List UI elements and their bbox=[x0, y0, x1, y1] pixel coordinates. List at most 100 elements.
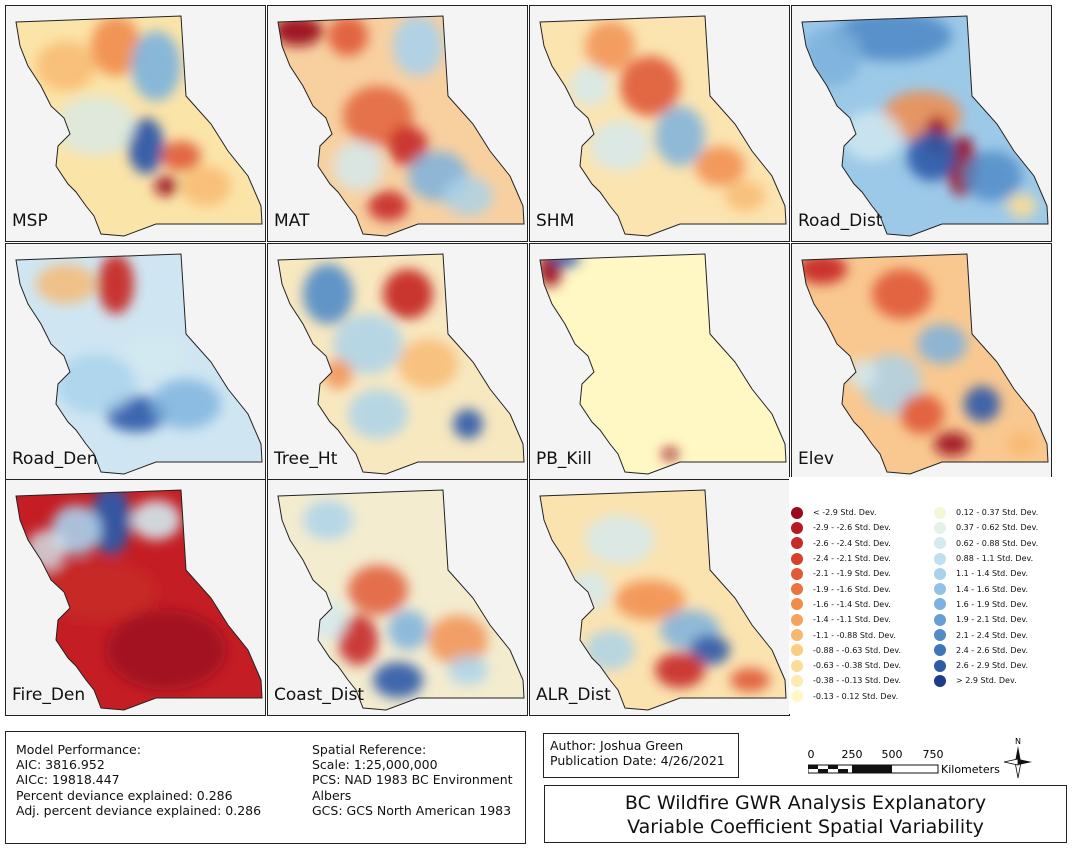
legend-label: -0.88 - -0.63 Std. Dev. bbox=[813, 645, 902, 655]
legend-swatch bbox=[934, 674, 946, 687]
legend-label: -2.6 - -2.4 Std. Dev. bbox=[813, 538, 891, 548]
coefficient-cluster bbox=[36, 41, 96, 91]
coefficient-cluster bbox=[128, 118, 164, 174]
legend-swatch bbox=[934, 567, 946, 580]
coefficient-map bbox=[6, 244, 265, 479]
coefficient-cluster bbox=[106, 610, 226, 690]
coefficient-map bbox=[530, 6, 789, 241]
legend-swatch bbox=[791, 644, 803, 657]
coefficient-cluster bbox=[695, 146, 745, 186]
legend-label: > 2.9 Std. Dev. bbox=[956, 676, 1017, 686]
coefficient-cluster bbox=[388, 126, 428, 166]
spatial-reference: Spatial Reference: Scale: 1:25,000,000 P… bbox=[312, 742, 513, 818]
legend-item: 0.62 - 0.88 Std. Dev. bbox=[934, 536, 1038, 551]
legend-swatch bbox=[934, 537, 946, 550]
legend: < -2.9 Std. Dev. -2.9 - -2.6 Std. Dev. -2.… bbox=[789, 477, 1057, 714]
legend-swatch bbox=[791, 583, 803, 596]
legend-label: -2.9 - -2.6 Std. Dev. bbox=[813, 523, 891, 533]
map-panel-coast-dist: Coast_Dist bbox=[267, 479, 528, 716]
legend-swatch bbox=[791, 690, 803, 703]
coefficient-cluster bbox=[964, 386, 1000, 422]
coefficient-cluster bbox=[832, 16, 952, 61]
coefficient-map bbox=[792, 6, 1051, 241]
coefficient-cluster bbox=[842, 111, 902, 161]
legend-swatch bbox=[791, 537, 803, 550]
coefficient-cluster bbox=[690, 635, 730, 665]
coefficient-cluster bbox=[91, 490, 131, 555]
legend-label: -1.1 - -0.88 Std. Dev. bbox=[813, 630, 896, 640]
legend-item: -1.9 - -1.6 Std. Dev. bbox=[791, 581, 901, 596]
province-outline bbox=[801, 253, 1049, 475]
coefficient-cluster bbox=[585, 515, 655, 565]
map-panel-alr-dist: ALR_Dist bbox=[529, 479, 790, 716]
legend-swatch bbox=[934, 659, 946, 672]
coefficient-cluster bbox=[181, 166, 231, 206]
coefficient-cluster bbox=[900, 394, 944, 434]
model-performance-header: Model Performance: bbox=[16, 742, 141, 757]
legend-item: -0.13 - 0.12 Std. Dev. bbox=[791, 689, 901, 704]
province-outline bbox=[539, 253, 787, 475]
coefficient-map bbox=[792, 244, 1051, 479]
legend-label: -2.4 - -2.1 Std. Dev. bbox=[813, 554, 891, 564]
legend-label: -0.38 - -0.13 Std. Dev. bbox=[813, 676, 902, 686]
coefficient-cluster bbox=[453, 409, 483, 439]
legend-item: 2.6 - 2.9 Std. Dev. bbox=[934, 658, 1038, 673]
coefficient-cluster bbox=[131, 500, 181, 540]
coefficient-cluster bbox=[655, 652, 705, 688]
legend-label: 1.1 - 1.4 Std. Dev. bbox=[956, 569, 1029, 579]
province-outline bbox=[15, 253, 263, 475]
legend-label: 1.6 - 1.9 Std. Dev. bbox=[956, 599, 1029, 609]
coefficient-map bbox=[530, 244, 789, 479]
legend-label: -0.63 - -0.38 Std. Dev. bbox=[813, 661, 902, 671]
panel-label: SHM bbox=[536, 211, 575, 231]
coefficient-cluster bbox=[802, 254, 847, 284]
panel-label: MAT bbox=[274, 211, 310, 231]
legend-item: 1.9 - 2.1 Std. Dev. bbox=[934, 612, 1038, 627]
legend-swatch bbox=[791, 659, 803, 672]
legend-column-negative: < -2.9 Std. Dev. -2.9 - -2.6 Std. Dev. -2.… bbox=[791, 505, 901, 704]
aicc-value: AICc: 19818.447 bbox=[16, 772, 120, 788]
coefficient-cluster bbox=[655, 106, 705, 166]
coefficient-cluster bbox=[615, 580, 685, 620]
model-info-box: Model Performance: AIC: 3816.952 AICc: 1… bbox=[5, 731, 526, 844]
legend-label: 0.12 - 0.37 Std. Dev. bbox=[956, 508, 1039, 518]
coefficient-map bbox=[268, 6, 527, 241]
publication-date: Publication Date: 4/26/2021 bbox=[550, 753, 725, 769]
panel-label: ALR_Dist bbox=[536, 685, 611, 705]
spatial-reference-header: Spatial Reference: bbox=[312, 742, 427, 757]
map-panel-tree-ht: Tree_Ht bbox=[267, 243, 528, 480]
coefficient-cluster bbox=[585, 21, 635, 71]
legend-item: > 2.9 Std. Dev. bbox=[934, 673, 1038, 688]
province-outline bbox=[801, 15, 1049, 237]
coefficient-cluster bbox=[348, 389, 408, 439]
coefficient-cluster bbox=[662, 448, 678, 460]
legend-swatch bbox=[791, 506, 803, 519]
province-outline bbox=[277, 489, 525, 711]
coefficient-cluster bbox=[98, 254, 134, 314]
north-arrow-icon: N bbox=[1000, 736, 1036, 780]
coefficient-cluster bbox=[872, 269, 932, 319]
legend-label: 0.88 - 1.1 Std. Dev. bbox=[956, 554, 1034, 564]
legend-label: 2.1 - 2.4 Std. Dev. bbox=[956, 630, 1029, 640]
scale-tick-500: 500 bbox=[882, 748, 903, 761]
scale-tick-0: 0 bbox=[808, 748, 815, 761]
panel-label: MSP bbox=[12, 211, 48, 231]
legend-label: 1.4 - 1.6 Std. Dev. bbox=[956, 584, 1029, 594]
scale-bar-graphic: 0 250 500 750 Kilometers bbox=[807, 748, 1000, 776]
author-box: Author: Joshua Green Publication Date: 4… bbox=[543, 733, 739, 778]
legend-swatch bbox=[934, 583, 946, 596]
legend-swatch bbox=[791, 552, 803, 565]
coefficient-cluster bbox=[333, 314, 403, 374]
gcs-text: GCS: GCS North American 1983 bbox=[312, 802, 512, 818]
legend-item: 0.37 - 0.62 Std. Dev. bbox=[934, 520, 1038, 535]
coefficient-cluster bbox=[730, 668, 770, 692]
map-panel-road-dist: Road_Dist bbox=[791, 5, 1052, 242]
legend-swatch bbox=[934, 644, 946, 657]
legend-label: 1.9 - 2.1 Std. Dev. bbox=[956, 615, 1029, 625]
legend-item: 1.6 - 1.9 Std. Dev. bbox=[934, 597, 1038, 612]
coefficient-cluster bbox=[323, 359, 353, 389]
map-panel-fire-den: Fire_Den bbox=[5, 479, 266, 716]
coefficient-cluster bbox=[36, 264, 96, 304]
legend-swatch bbox=[934, 613, 946, 626]
map-panel-pb-kill: PB_Kill bbox=[529, 243, 790, 480]
